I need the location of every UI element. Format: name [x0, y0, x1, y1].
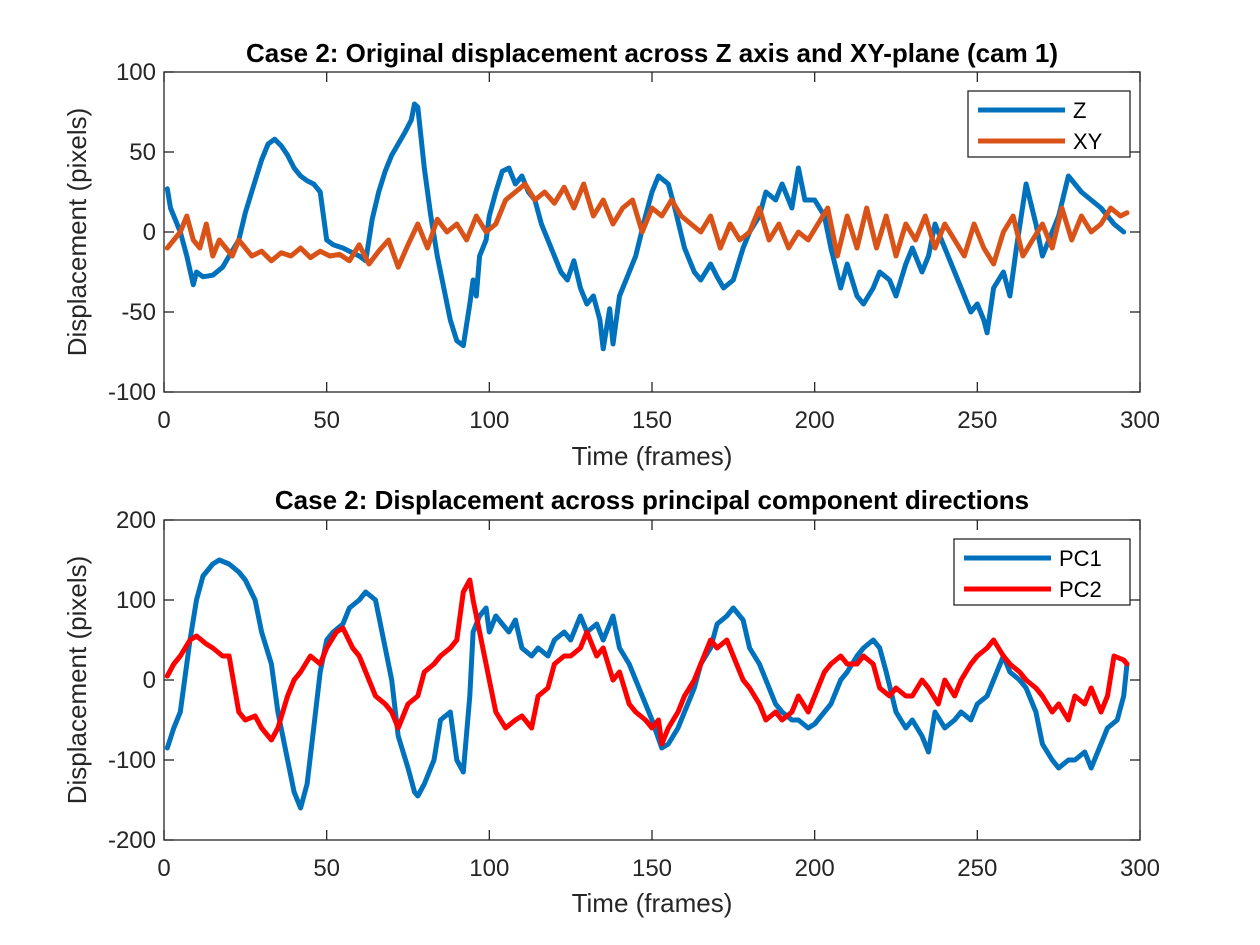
y-tick-label: 0 [143, 667, 156, 694]
y-tick-label: -100 [108, 379, 156, 406]
chart-z-xy-displacement: Case 2: Original displacement across Z a… [62, 38, 1160, 471]
series-line-z [164, 101, 1127, 352]
x-axis-label: Time (frames) [572, 441, 733, 471]
legend-label-pc1: PC1 [1059, 546, 1102, 571]
x-tick-label: 0 [157, 855, 170, 882]
x-tick-label: 200 [795, 855, 835, 882]
y-tick-label: 50 [129, 139, 156, 166]
legend-box [967, 90, 1131, 158]
x-tick-label: 300 [1120, 855, 1160, 882]
x-axis-label: Time (frames) [572, 888, 733, 918]
series-line-xy [164, 181, 1130, 270]
x-tick-label: 100 [469, 407, 509, 434]
legend-label-z: Z [1073, 98, 1086, 123]
y-tick-label: -50 [121, 299, 156, 326]
y-tick-label: 0 [143, 219, 156, 246]
series-group [164, 557, 1130, 811]
y-tick-label: -200 [108, 827, 156, 854]
y-tick-label: -100 [108, 747, 156, 774]
series-line-pc2 [164, 577, 1130, 747]
legend: Z XY [967, 90, 1131, 158]
x-tick-label: 0 [157, 407, 170, 434]
y-tick-label: 200 [116, 507, 156, 534]
x-tick-label: 300 [1120, 407, 1160, 434]
legend-label-pc2: PC2 [1059, 577, 1102, 602]
x-tick-label: 150 [632, 855, 672, 882]
x-tick-label: 100 [469, 855, 509, 882]
legend-label-xy: XY [1073, 129, 1103, 154]
chart-title: Case 2: Displacement across principal co… [275, 485, 1029, 515]
series-group [164, 101, 1130, 352]
y-tick-label: 100 [116, 59, 156, 86]
x-tick-label: 50 [313, 407, 340, 434]
legend-box [953, 538, 1131, 606]
x-tick-label: 200 [795, 407, 835, 434]
x-tick-label: 150 [632, 407, 672, 434]
y-axis-label: Displacement (pixels) [62, 556, 92, 805]
x-tick-label: 250 [957, 855, 997, 882]
chart-principal-components: Case 2: Displacement across principal co… [62, 485, 1160, 918]
y-tick-label: 100 [116, 587, 156, 614]
y-axis-label: Displacement (pixels) [62, 108, 92, 357]
x-tick-label: 250 [957, 407, 997, 434]
x-tick-label: 50 [313, 855, 340, 882]
chart-title: Case 2: Original displacement across Z a… [246, 38, 1058, 68]
